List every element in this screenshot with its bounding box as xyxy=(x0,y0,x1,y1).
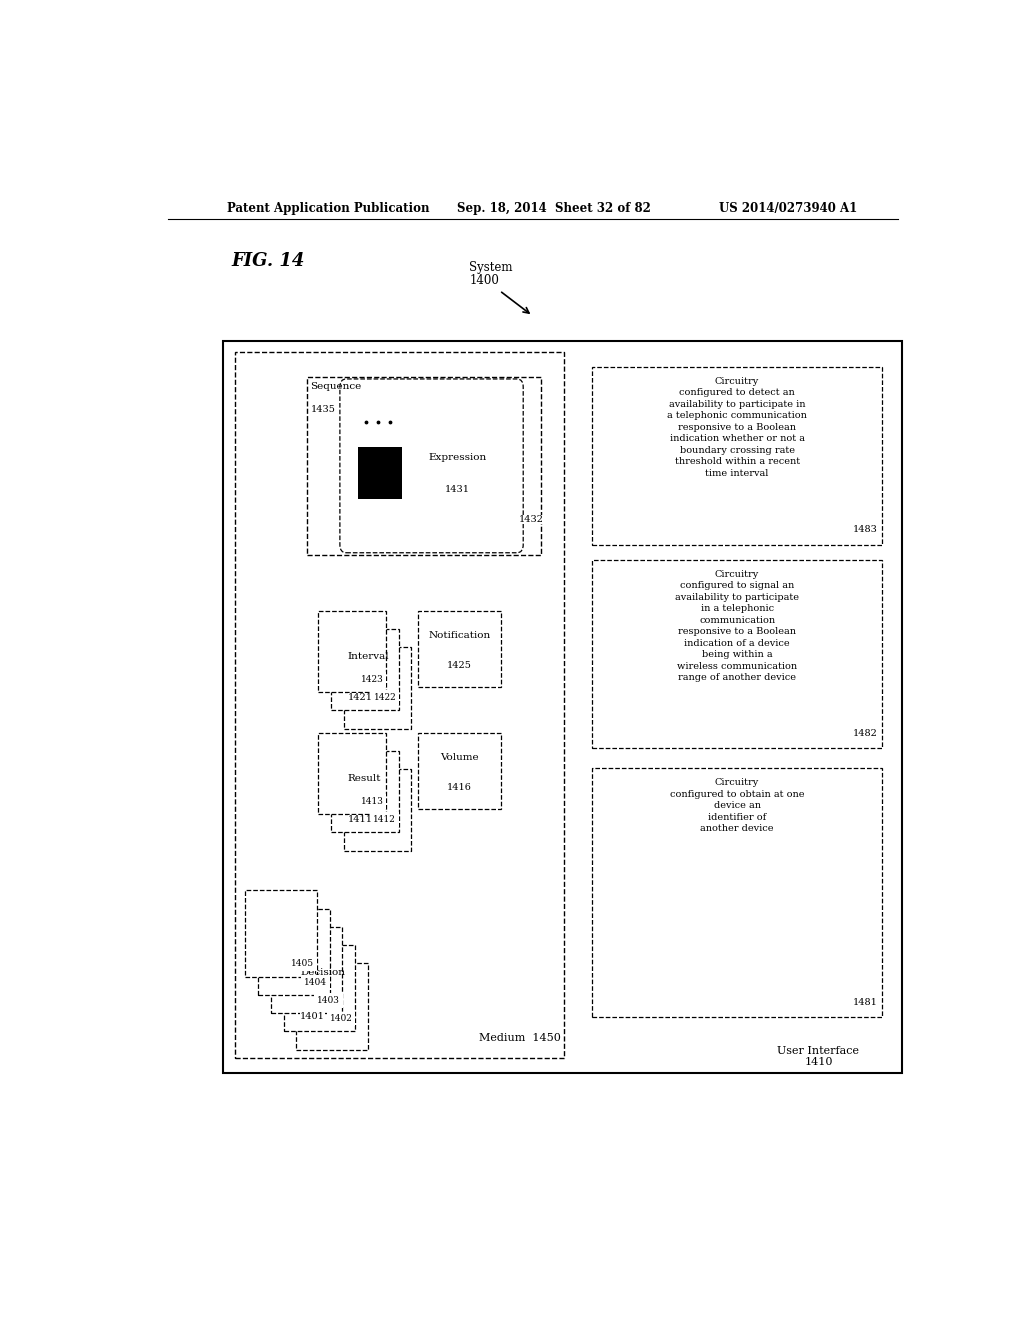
Text: 1432: 1432 xyxy=(518,515,544,524)
Bar xyxy=(344,770,412,850)
Bar xyxy=(318,733,386,814)
Text: Decision: Decision xyxy=(300,969,345,978)
Bar xyxy=(296,964,368,1049)
Text: 1405: 1405 xyxy=(292,960,314,969)
Text: 1422: 1422 xyxy=(374,693,396,702)
Text: 1483: 1483 xyxy=(853,525,878,535)
Bar xyxy=(236,351,564,1057)
Text: US 2014/0273940 A1: US 2014/0273940 A1 xyxy=(719,202,857,215)
Text: 1411: 1411 xyxy=(348,816,373,824)
Text: Circuitry
configured to obtain at one
device an
identifier of
another device: Circuitry configured to obtain at one de… xyxy=(670,779,804,833)
Bar xyxy=(306,378,541,554)
Bar xyxy=(270,927,342,1014)
Bar xyxy=(592,768,882,1018)
Text: Result: Result xyxy=(348,775,381,783)
Bar xyxy=(223,342,902,1073)
Text: Sequence: Sequence xyxy=(310,381,361,391)
Text: User Interface
1410: User Interface 1410 xyxy=(777,1045,859,1068)
Bar xyxy=(258,908,330,995)
Text: 1404: 1404 xyxy=(304,978,328,987)
Text: Patent Application Publication: Patent Application Publication xyxy=(227,202,430,215)
Bar xyxy=(344,647,412,729)
Text: Circuitry
configured to detect an
availability to participate in
a telephonic co: Circuitry configured to detect an availa… xyxy=(668,378,807,478)
Text: 1421: 1421 xyxy=(348,693,373,702)
Text: Interval: Interval xyxy=(348,652,389,661)
Text: Circuitry
configured to signal an
availability to participate
in a telephonic
co: Circuitry configured to signal an availa… xyxy=(675,570,799,682)
Text: 1481: 1481 xyxy=(853,998,878,1007)
Bar xyxy=(246,890,316,977)
Bar xyxy=(418,733,501,809)
Bar xyxy=(418,611,501,686)
Text: 1423: 1423 xyxy=(360,675,384,684)
Text: FIG. 14: FIG. 14 xyxy=(231,252,304,269)
Text: 1412: 1412 xyxy=(374,816,396,824)
Text: Notification: Notification xyxy=(428,631,490,640)
Text: Expression: Expression xyxy=(428,454,486,462)
Bar xyxy=(358,447,401,475)
Text: 1416: 1416 xyxy=(446,783,472,792)
Text: Sep. 18, 2014  Sheet 32 of 82: Sep. 18, 2014 Sheet 32 of 82 xyxy=(458,202,651,215)
Bar xyxy=(592,367,882,545)
Bar xyxy=(331,751,398,833)
Text: 1400: 1400 xyxy=(469,275,499,288)
Text: Volume: Volume xyxy=(440,752,478,762)
Text: 1435: 1435 xyxy=(310,405,336,414)
Text: 1402: 1402 xyxy=(330,1014,352,1023)
Bar xyxy=(284,945,355,1031)
Text: Medium  1450: Medium 1450 xyxy=(478,1032,560,1043)
Text: 1403: 1403 xyxy=(317,997,340,1005)
Text: 1425: 1425 xyxy=(446,661,472,671)
Text: 1401: 1401 xyxy=(300,1012,325,1022)
FancyBboxPatch shape xyxy=(340,379,523,553)
Text: System: System xyxy=(469,261,513,275)
Text: 1413: 1413 xyxy=(360,797,384,805)
Text: 1431: 1431 xyxy=(444,484,470,494)
Bar xyxy=(358,470,401,499)
Text: 1482: 1482 xyxy=(853,729,878,738)
Bar xyxy=(331,630,398,710)
Bar xyxy=(318,611,386,692)
Bar xyxy=(592,560,882,748)
